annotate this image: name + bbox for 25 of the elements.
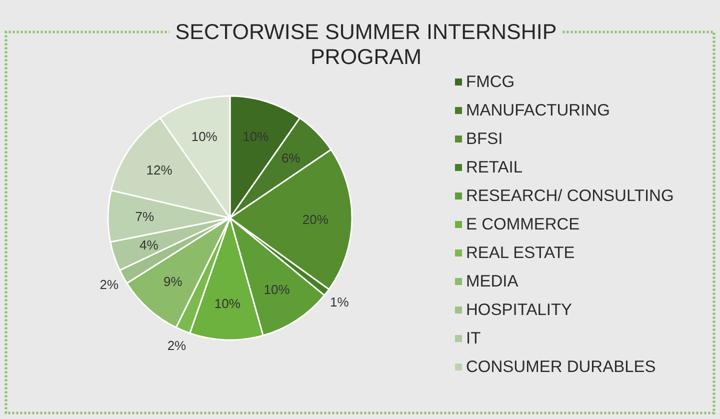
data-label: 1%	[330, 294, 350, 310]
data-label: 6%	[281, 150, 301, 166]
data-label: 10%	[264, 282, 290, 297]
legend-label: HOSPITALITY	[466, 301, 572, 319]
data-label: 10%	[191, 129, 218, 144]
legend-label: IT	[466, 330, 481, 348]
data-label: 20%	[302, 212, 329, 227]
legend-label: CONSUMER DURABLES	[466, 358, 656, 376]
data-label: 12%	[146, 162, 173, 178]
legend-label: REAL ESTATE	[466, 244, 575, 262]
legend-label: E COMMERCE	[466, 216, 580, 234]
data-label: 4%	[140, 237, 159, 252]
chart-title: SECTORWISE SUMMER INTERNSHIP PROGRAM	[175, 20, 557, 69]
legend-label: BFSI	[466, 130, 503, 148]
data-label: 10%	[214, 296, 241, 311]
legend-label: FMCG	[466, 73, 515, 91]
data-label: 7%	[135, 209, 154, 224]
legend-label: RESEARCH/ CONSULTING	[466, 187, 674, 205]
data-label: 10%	[242, 129, 270, 144]
legend-label: MANUFACTURING	[466, 102, 610, 120]
legend-label: RETAIL	[466, 158, 523, 176]
legend-label: MEDIA	[466, 272, 518, 290]
data-label: 9%	[164, 274, 183, 290]
data-label: 2%	[167, 338, 187, 353]
data-label: 2%	[100, 277, 119, 292]
